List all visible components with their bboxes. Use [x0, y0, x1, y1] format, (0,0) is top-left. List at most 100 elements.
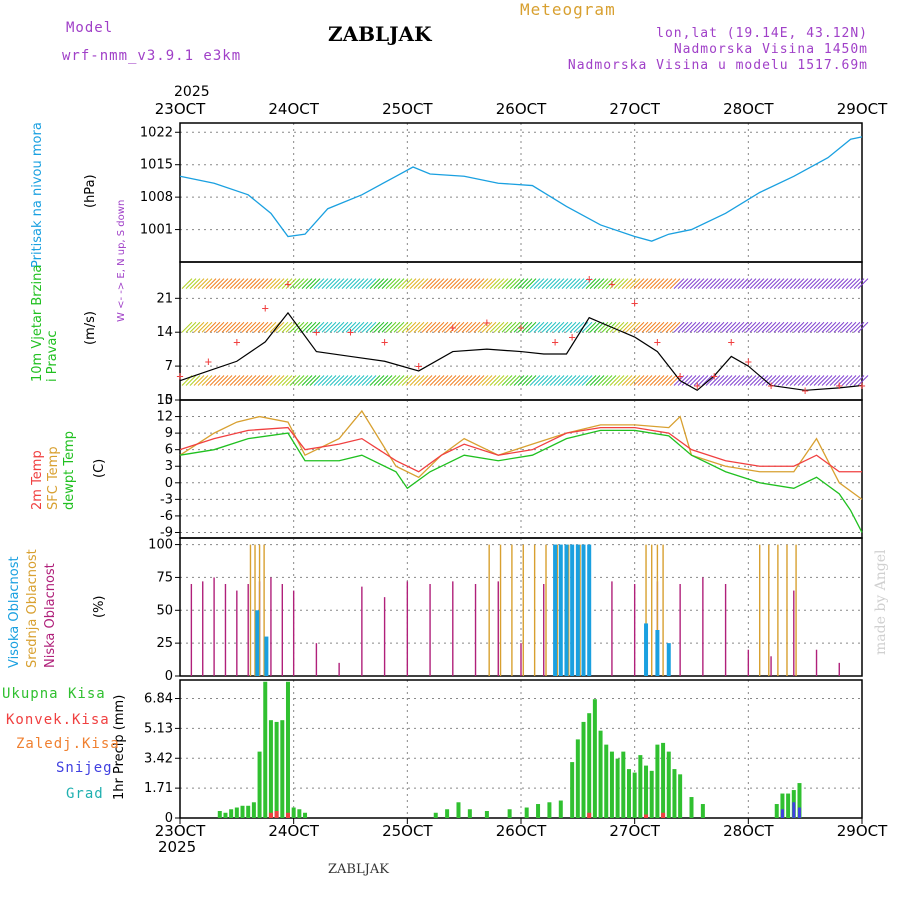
wind-barb [385, 375, 397, 386]
wind-barb [237, 375, 249, 386]
wind-barb [257, 375, 269, 386]
wind-barb [633, 321, 645, 333]
wind-barb [261, 375, 273, 386]
wind-barb [237, 321, 249, 333]
wind-barb [401, 321, 413, 333]
wind-barb [357, 375, 369, 386]
wind-barb [469, 321, 481, 333]
wind-barb [189, 278, 201, 289]
wind-barb [781, 375, 793, 386]
conv-precip-bar [268, 812, 273, 818]
wind-barb [777, 278, 789, 289]
wind-barb [193, 321, 205, 333]
wind-barb [693, 375, 705, 386]
wind-barb [253, 278, 265, 289]
gust-marker: + [654, 335, 661, 349]
wind-barb [277, 278, 289, 289]
wind-barb [741, 321, 753, 333]
y-tick-label: 6 [165, 443, 173, 458]
station-elevation: Nadmorska Visina 1450m [673, 42, 868, 57]
wind-barb [581, 375, 593, 386]
y-tick-label: 3 [165, 459, 173, 474]
wind-barb [425, 375, 437, 386]
wind-barb [493, 375, 505, 386]
wind-barb [309, 375, 321, 386]
wind-barb [465, 321, 477, 333]
wind-barb [465, 375, 477, 386]
wind-barb [633, 278, 645, 289]
wind-barb [689, 375, 701, 386]
total-precip-bar [689, 797, 694, 818]
total-precip-bar [661, 742, 666, 818]
wind-barb [833, 375, 845, 386]
wind-barb [589, 321, 601, 333]
total-precip-bar [445, 809, 450, 818]
wind-barb [661, 321, 673, 333]
wind-barb [389, 375, 401, 386]
wind-barb [393, 278, 405, 289]
wind-barb [317, 321, 329, 333]
x-tick-bottom: 27OCT [609, 822, 660, 840]
wind-barb [737, 321, 749, 333]
total-precip-bar [484, 811, 489, 818]
wind-barb [401, 375, 413, 386]
wind-barb [765, 278, 777, 289]
wind-barb [609, 321, 621, 333]
wind-barb [193, 278, 205, 289]
wind-barb [517, 278, 529, 289]
wind-barb [493, 278, 505, 289]
wind-barb [801, 321, 813, 333]
wind-barb [709, 278, 721, 289]
wind-barb [469, 278, 481, 289]
wind-barb [401, 278, 413, 289]
wind-barb [485, 321, 497, 333]
gust-marker: + [631, 296, 638, 310]
wind-barb [641, 278, 653, 289]
y-tick-label: 12 [156, 410, 173, 425]
wind-barb [333, 278, 345, 289]
wind-barb [301, 321, 313, 333]
wind-barb [697, 321, 709, 333]
wind-barb [733, 278, 745, 289]
wind-barb [201, 278, 213, 289]
product-title: Meteogram [520, 0, 616, 19]
wind-barb [537, 375, 549, 386]
wind-barb [685, 278, 697, 289]
wind-barb [361, 375, 373, 386]
wind-barb [437, 278, 449, 289]
wind-barb [249, 321, 261, 333]
total-precip-bar [536, 804, 541, 818]
wind-barb [369, 375, 381, 386]
total-precip-bar [786, 793, 791, 818]
wind-barb [457, 321, 469, 333]
wind-barb [813, 321, 825, 333]
total-precip-bar [234, 807, 239, 818]
y-tick-label: 6.84 [144, 692, 173, 707]
x-tick-top: 28OCT [723, 100, 774, 118]
wind-barb [337, 321, 349, 333]
wind-barb [845, 375, 857, 386]
wind-barb [593, 375, 605, 386]
wind-barb [453, 375, 465, 386]
gust-marker: + [728, 335, 735, 349]
wind-barb [589, 375, 601, 386]
wind-barb [437, 321, 449, 333]
wind-barb [769, 375, 781, 386]
legend-hail: Grad [66, 786, 104, 802]
wind-barb [509, 278, 521, 289]
wind-barb [645, 375, 657, 386]
wind-barb [645, 321, 657, 333]
wind-barb [413, 278, 425, 289]
wind-barb [749, 375, 761, 386]
wind-barb [421, 278, 433, 289]
total-precip-bar [655, 744, 660, 818]
y-tick-label: 1022 [140, 125, 173, 140]
wind-barb [553, 321, 565, 333]
wind-barb [605, 278, 617, 289]
wind-barb [649, 278, 661, 289]
x-tick-bottom: 24OCT [268, 822, 319, 840]
y-tick-label: 1008 [140, 190, 173, 205]
wind-barb [689, 278, 701, 289]
temp2m-line [179, 426, 862, 473]
wind-barb [749, 321, 761, 333]
